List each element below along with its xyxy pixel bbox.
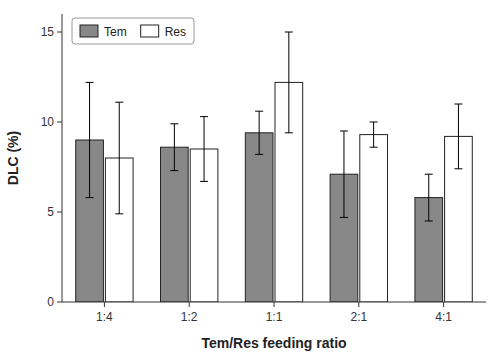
legend-label: Tem (104, 25, 127, 39)
y-tick (57, 302, 62, 303)
x-tick-label: 1:2 (181, 310, 198, 324)
chart-container: 0 5 10 15 1:4 1:2 1:1 2:1 4:1 Tem/Res feeding rat… (0, 0, 500, 358)
y-tick-label: 15 (41, 25, 55, 39)
x-tick-label: 1:4 (96, 310, 113, 324)
x-tick (443, 302, 444, 307)
x-tick (358, 302, 359, 307)
error-line (204, 117, 205, 182)
bar (360, 135, 388, 302)
x-axis-label: Tem/Res feeding ratio (201, 335, 346, 351)
error-cap (255, 154, 263, 155)
error-cap (255, 111, 263, 112)
error-bar (255, 111, 263, 154)
y-tick-label: 5 (47, 205, 54, 219)
error-cap (285, 32, 293, 33)
error-line (119, 102, 120, 214)
error-cap (115, 102, 123, 103)
bar (161, 147, 189, 302)
error-bar (170, 124, 178, 171)
x-tick-label: 1:1 (266, 310, 283, 324)
error-bar (454, 104, 462, 169)
bars (76, 32, 473, 302)
y-tick-label: 0 (47, 295, 54, 309)
legend-swatch (141, 25, 159, 37)
error-line (373, 122, 374, 147)
error-bar (200, 117, 208, 182)
error-cap (340, 131, 348, 132)
error-cap (170, 170, 178, 171)
error-bar (340, 131, 348, 217)
y-tick (57, 32, 62, 33)
error-line (288, 32, 289, 133)
chart: 0 5 10 15 1:4 1:2 1:1 2:1 4:1 Tem/Res feeding rat… (0, 0, 500, 358)
y-axis-label: DLC (%) (5, 131, 21, 185)
error-cap (340, 217, 348, 218)
error-cap (170, 123, 178, 124)
error-cap (200, 181, 208, 182)
error-bar (285, 32, 293, 133)
error-cap (86, 197, 94, 198)
error-cap (285, 132, 293, 133)
error-cap (370, 122, 378, 123)
error-cap (86, 82, 94, 83)
error-bar (370, 122, 378, 147)
error-line (458, 104, 459, 169)
error-line (174, 124, 175, 171)
x-axis: 1:4 1:2 1:1 2:1 4:1 (62, 302, 486, 324)
error-line (428, 174, 429, 221)
error-cap (425, 221, 433, 222)
legend-label: Res (165, 25, 186, 39)
error-line (259, 111, 260, 154)
error-cap (115, 213, 123, 214)
y-tick-label: 10 (41, 115, 55, 129)
legend: Tem Res (72, 18, 194, 44)
error-line (89, 82, 90, 197)
x-tick-label: 2:1 (350, 310, 367, 324)
x-tick (189, 302, 190, 307)
error-cap (425, 174, 433, 175)
error-bar (86, 82, 94, 197)
error-bar (425, 174, 433, 221)
error-cap (454, 104, 462, 105)
y-tick (57, 212, 62, 213)
error-line (343, 131, 344, 217)
x-tick (274, 302, 275, 307)
error-bar (115, 102, 123, 214)
legend-box (72, 18, 194, 44)
error-cap (370, 147, 378, 148)
bar (245, 133, 273, 302)
error-cap (200, 116, 208, 117)
y-tick (57, 122, 62, 123)
y-axis: 0 5 10 15 (41, 14, 62, 309)
x-tick (104, 302, 105, 307)
y-axis-line (62, 14, 63, 302)
legend-swatch (80, 25, 98, 37)
x-tick-label: 4:1 (435, 310, 452, 324)
error-cap (454, 168, 462, 169)
